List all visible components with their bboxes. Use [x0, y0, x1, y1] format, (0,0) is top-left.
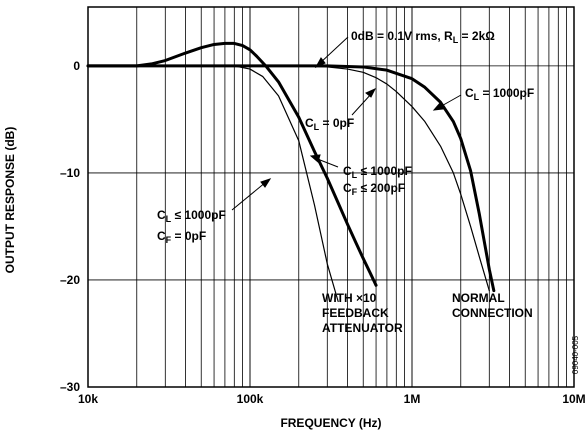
arrow-cl-0pf — [351, 87, 377, 116]
y-tick-label: –20 — [60, 273, 80, 287]
label-normal-line-1: NORMAL — [452, 291, 505, 305]
annotation-cl-le-1000pf-feedback: CL ≤ 1000pF — [343, 164, 412, 180]
arrow-test-condition — [314, 36, 349, 69]
annotation-cf-le-200pf: CF ≤ 200pF — [343, 181, 405, 197]
figure-id: 09040-005 — [571, 335, 580, 374]
response-curve-2 — [87, 65, 339, 302]
annotation-cl-le-1000pf: CL ≤ 1000pF — [157, 208, 226, 224]
label-feedback-line-2: FEEDBACK — [322, 306, 389, 320]
x-tick-label: 1M — [404, 392, 421, 406]
y-tick-label: –30 — [60, 380, 80, 394]
response-curves — [86, 41, 496, 302]
grid-lines — [88, 7, 574, 387]
arrow-cl-le-1000pf — [231, 178, 272, 211]
y-axis-title: OUTPUT RESPONSE (dB) — [3, 127, 17, 274]
x-axis-title: FREQUENCY (Hz) — [280, 416, 381, 430]
arrow-cl-1000pf — [432, 94, 462, 111]
x-tick-label: 10k — [78, 392, 98, 406]
x-tick-label: 10M — [562, 392, 585, 406]
leader-arrows — [231, 36, 462, 211]
label-feedback-line-3: ATTENUATOR — [322, 321, 403, 335]
plot-frame — [87, 6, 575, 388]
response-curve-4 — [86, 64, 496, 293]
arrow-cl-le-1000pf-feedback — [309, 154, 339, 168]
y-tick-label: 0 — [73, 59, 80, 73]
label-feedback-line-1: WITH ×10 — [322, 291, 377, 305]
tick-labels: 10k 100k 1M 10M 0 –10 –20 –30 — [60, 59, 586, 406]
annotation-test-condition: 0dB = 0.1V rms, RL = 2kΩ — [351, 29, 495, 45]
label-normal-line-2: CONNECTION — [452, 306, 533, 320]
annotation-cl-1000pf: CL = 1000pF — [465, 86, 534, 102]
y-tick-label: –10 — [60, 166, 80, 180]
annotation-cl-0pf: CL = 0pF — [305, 116, 354, 132]
annotation-cf-0pf: CF = 0pF — [157, 229, 206, 245]
x-tick-label: 100k — [237, 392, 264, 406]
response-curve-3 — [87, 65, 490, 292]
response-curve-1 — [86, 41, 378, 287]
